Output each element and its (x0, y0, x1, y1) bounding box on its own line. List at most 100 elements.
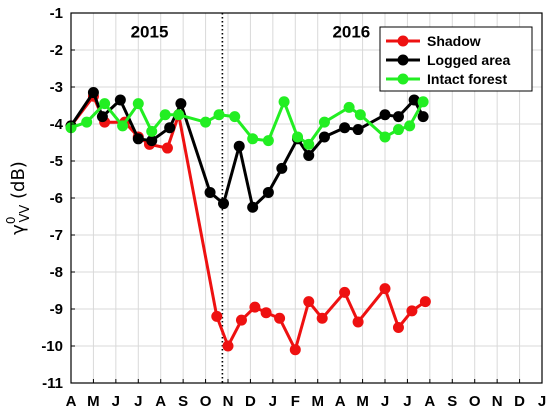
x-tick-label: J (134, 393, 142, 410)
x-tick-label: A (155, 393, 166, 410)
x-tick-label: A (66, 393, 77, 410)
data-point-shadow (211, 310, 223, 322)
data-point-logged-area (87, 87, 99, 99)
legend: Shadow Logged area Intact forest (379, 26, 533, 92)
y-tick-label: -3 (50, 79, 63, 96)
y-tick-label: -2 (50, 42, 63, 59)
data-point-shadow (289, 344, 301, 356)
data-point-logged-area (204, 186, 216, 198)
x-tick-label: A (424, 393, 435, 410)
ylabel-superscript: 0 (4, 217, 18, 225)
data-point-shadow (222, 340, 234, 352)
data-point-intact-forest (132, 98, 144, 110)
ylabel-symbol: γ (8, 224, 29, 235)
ylabel-subscript: VV (18, 205, 33, 223)
data-point-shadow (260, 307, 272, 319)
year-label: 2016 (332, 23, 370, 42)
data-point-intact-forest (354, 109, 366, 121)
legend-label: Shadow (427, 33, 481, 49)
x-tick-label: J (112, 393, 120, 410)
data-point-intact-forest (417, 96, 429, 108)
data-point-logged-area (276, 162, 288, 174)
data-point-intact-forest (262, 135, 274, 147)
y-tick-label: -10 (41, 338, 63, 355)
data-point-shadow (379, 283, 391, 295)
legend-swatch-marker (397, 73, 409, 85)
y-tick-label: -7 (50, 227, 63, 244)
ylabel-unit: (dB) (8, 161, 29, 205)
data-point-intact-forest (292, 131, 304, 143)
legend-item-shadow: Shadow (386, 33, 481, 49)
data-point-intact-forest (318, 116, 330, 128)
y-tick-label: -1 (50, 5, 63, 22)
legend-label: Logged area (427, 52, 510, 68)
y-tick-label: -9 (50, 301, 63, 318)
x-tick-label: D (245, 393, 256, 410)
data-point-shadow (316, 312, 328, 324)
data-point-intact-forest (213, 109, 225, 121)
x-tick-label: J (269, 393, 277, 410)
data-point-logged-area (247, 201, 259, 213)
data-point-intact-forest (379, 131, 391, 143)
series-lines (65, 87, 431, 356)
data-point-intact-forest (392, 124, 404, 136)
year-label: 2015 (131, 23, 169, 42)
data-point-logged-area (175, 98, 187, 110)
data-point-shadow (339, 286, 351, 298)
data-point-intact-forest (81, 116, 93, 128)
data-point-intact-forest (343, 101, 355, 113)
axis-ticks: A M J J A S O N D J F M A M J J A S O N D J-1-2-3-4-5-6-7-8-9… (41, 5, 546, 410)
data-point-logged-area (352, 124, 364, 136)
data-point-intact-forest (173, 109, 185, 121)
y-tick-label: -11 (42, 375, 63, 392)
data-point-logged-area (233, 140, 245, 152)
data-point-intact-forest (247, 133, 259, 145)
y-tick-label: -5 (50, 153, 63, 170)
data-point-logged-area (318, 131, 330, 143)
data-point-intact-forest (146, 125, 158, 137)
data-point-logged-area (417, 111, 429, 123)
data-point-shadow (235, 314, 247, 326)
data-point-shadow (249, 301, 261, 313)
data-point-intact-forest (159, 109, 171, 121)
data-point-logged-area (392, 111, 404, 123)
series-logged-area (65, 87, 429, 213)
data-point-intact-forest (99, 98, 111, 110)
x-tick-label: N (223, 393, 234, 410)
data-point-logged-area (379, 109, 391, 121)
data-point-shadow (161, 142, 173, 154)
legend-swatch-marker (397, 54, 409, 66)
data-point-intact-forest (229, 111, 241, 123)
data-point-shadow (406, 305, 418, 317)
legend-item-intact-forest: Intact forest (386, 71, 507, 87)
svg-text:γ0VV (dB): γ0VV (dB) (4, 161, 33, 235)
data-point-logged-area (218, 198, 230, 210)
x-tick-label: M (87, 393, 100, 410)
data-point-logged-area (132, 133, 144, 145)
data-point-logged-area (408, 94, 420, 106)
data-point-logged-area (114, 94, 126, 106)
data-point-logged-area (146, 135, 158, 147)
data-point-shadow (392, 322, 404, 333)
x-tick-label: O (200, 393, 212, 410)
x-tick-label: A (335, 393, 346, 410)
x-tick-label: J (538, 393, 546, 410)
y-axis-label: γ0VV (dB) (4, 161, 33, 235)
year-annotations: 2015 2016 (131, 23, 371, 42)
x-tick-label: D (514, 393, 525, 410)
y-tick-label: -6 (50, 190, 63, 207)
x-tick-label: F (291, 393, 300, 410)
series-intact-forest (65, 96, 429, 150)
x-tick-label: J (403, 393, 411, 410)
x-tick-label: O (469, 393, 481, 410)
x-tick-label: S (178, 393, 188, 410)
x-tick-label: S (447, 393, 457, 410)
data-point-intact-forest (303, 138, 315, 150)
data-point-intact-forest (200, 116, 212, 128)
data-point-logged-area (164, 122, 176, 134)
legend-label: Intact forest (427, 71, 507, 87)
data-point-intact-forest (117, 120, 129, 132)
data-point-intact-forest (278, 96, 290, 108)
legend-item-logged-area: Logged area (386, 52, 510, 68)
